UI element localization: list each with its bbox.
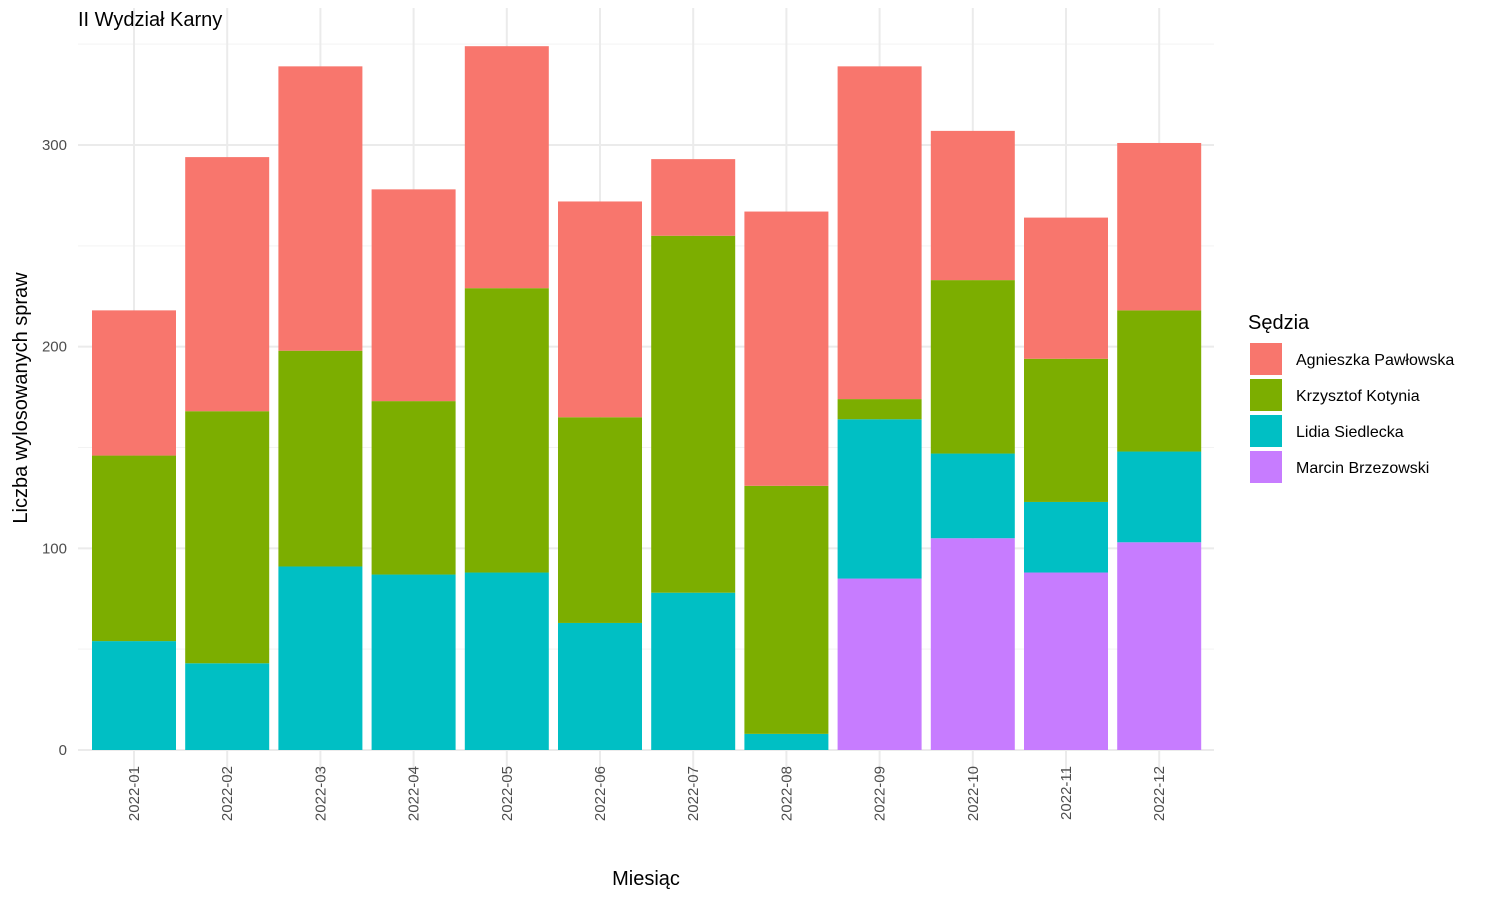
bar-segment [651,592,736,750]
bar-segment [464,46,549,289]
bar-segment [837,66,922,400]
bar-segment [930,453,1015,539]
bar-segment [930,130,1015,281]
y-tick-label: 100 [42,540,67,557]
y-tick-label: 200 [42,339,67,356]
x-tick-label: 2022-04 [406,766,423,821]
bar-segment [558,622,642,750]
bar-segment [92,641,176,750]
bar-segment [651,235,736,593]
y-tick-label: 300 [42,137,67,154]
bar-segment [744,485,829,734]
bar-segment [92,455,176,642]
bar-segment [185,411,270,664]
legend-label: Agnieszka Pawłowska [1296,352,1454,369]
bars [92,46,1202,750]
bar-segment [744,733,829,750]
legend-swatch [1250,379,1282,411]
bar-segment [1024,501,1108,573]
bar-segment [278,566,363,750]
bar-segment [837,419,922,579]
bar-segment [278,350,363,567]
bar-segment [371,401,456,575]
bar-segment [371,574,456,750]
legend-title: Sędzia [1248,312,1310,334]
bar-segment [744,211,829,486]
legend-swatch [1250,451,1282,483]
bar-segment [930,538,1015,750]
bar-segment [930,280,1015,454]
bar-segment [837,399,922,420]
legend-label: Krzysztof Kotynia [1296,388,1420,405]
x-tick-label: 2022-02 [219,766,236,821]
x-tick-label: 2022-09 [872,766,889,821]
bar-segment [1117,542,1202,750]
x-axis-title: Miesiąc [612,868,680,890]
bar-segment [371,189,456,402]
bar-segment [558,201,642,418]
x-tick-label: 2022-07 [685,766,702,821]
bar-segment [1024,572,1108,750]
x-axis-ticks: 2022-01 2022-02 2022-03 2022-04 2022-05 2022-… [126,766,1168,821]
bar-segment [92,310,176,456]
x-tick-label: 2022-08 [778,766,795,821]
y-axis-title: Liczba wylosowanych spraw [10,272,32,524]
bar-segment [1117,142,1202,311]
legend-label: Marcin Brzezowski [1296,460,1429,477]
bar-segment [1117,451,1202,543]
x-tick-label: 2022-11 [1058,766,1075,820]
x-tick-label: 2022-10 [965,766,982,821]
x-tick-label: 2022-03 [312,766,329,821]
bar-segment [651,159,736,236]
bar-segment [185,157,270,412]
x-tick-label: 2022-12 [1151,766,1168,821]
y-tick-label: 0 [59,742,67,759]
bar-segment [464,288,549,573]
bar-segment [1024,358,1108,502]
legend-swatch [1250,415,1282,447]
bar-segment [464,572,549,750]
bar-segment [1024,217,1108,359]
x-tick-label: 2022-06 [592,766,609,821]
bar-segment [185,663,270,750]
legend-swatch [1250,343,1282,375]
legend: Sędzia Agnieszka Pawłowska Krzysztof Koty… [1248,312,1454,483]
chart-title: II Wydział Karny [78,9,222,31]
bar-segment [837,578,922,750]
bar-segment [278,66,363,351]
legend-label: Lidia Siedlecka [1296,424,1404,441]
bar-segment [558,417,642,623]
y-axis-ticks: 0 100 200 300 [42,137,67,759]
bar-segment [1117,310,1202,452]
x-tick-label: 2022-05 [499,766,516,821]
x-tick-label: 2022-01 [126,766,143,821]
